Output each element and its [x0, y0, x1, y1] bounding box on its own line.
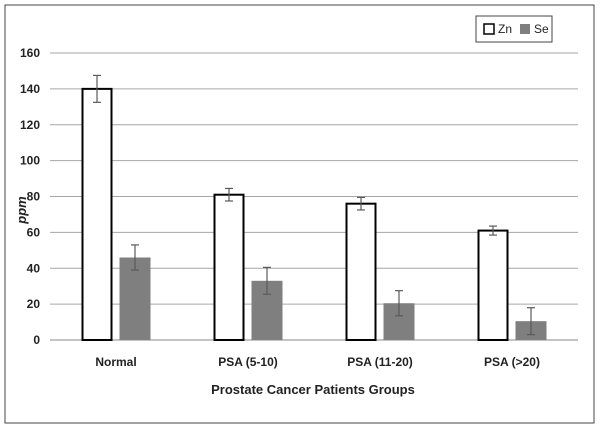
y-tick-label: 160	[20, 46, 40, 60]
y-tick-label: 100	[20, 154, 40, 168]
y-tick-labels: 0 20 40 60 80 100 120 140 160	[20, 46, 40, 347]
y-tick-label: 20	[27, 297, 41, 311]
y-axis-title: ppm	[14, 196, 29, 225]
legend-label-se: Se	[534, 22, 549, 36]
error-bar-zn	[357, 196, 365, 211]
x-tick-label: PSA (5-10)	[218, 355, 278, 369]
bar-zn	[345, 202, 377, 341]
legend: Zn Se	[475, 15, 553, 43]
bar-se	[119, 257, 151, 340]
error-bar-se	[527, 307, 535, 336]
x-tick-labels: Normal PSA (5-10) PSA (11-20) PSA (>20)	[95, 355, 540, 369]
x-tick-label: PSA (>20)	[484, 355, 540, 369]
y-tick-label: 0	[33, 333, 40, 347]
y-tick-label: 80	[27, 190, 41, 204]
error-bar-se	[263, 266, 271, 295]
error-bar-zn	[225, 187, 233, 202]
error-bar-zn	[489, 225, 497, 236]
error-bar-zn	[93, 74, 101, 103]
x-tick-label: Normal	[95, 355, 136, 369]
legend-swatch-zn	[483, 23, 495, 35]
error-bar-se	[131, 244, 139, 271]
y-tick-label: 120	[20, 118, 40, 132]
error-bars	[93, 74, 535, 336]
legend-label-zn: Zn	[498, 22, 512, 36]
bar-zn	[477, 229, 509, 341]
y-tick-label: 140	[20, 82, 40, 96]
x-tick-label: PSA (11-20)	[347, 355, 413, 369]
bar-zn	[81, 87, 113, 341]
y-tick-label: 40	[27, 261, 41, 275]
legend-swatch-se	[520, 24, 530, 34]
x-axis-title: Prostate Cancer Patients Groups	[211, 382, 415, 397]
bars	[81, 87, 547, 341]
bar-zn	[213, 193, 245, 341]
y-tick-label: 60	[27, 225, 41, 239]
error-bar-se	[395, 290, 403, 317]
